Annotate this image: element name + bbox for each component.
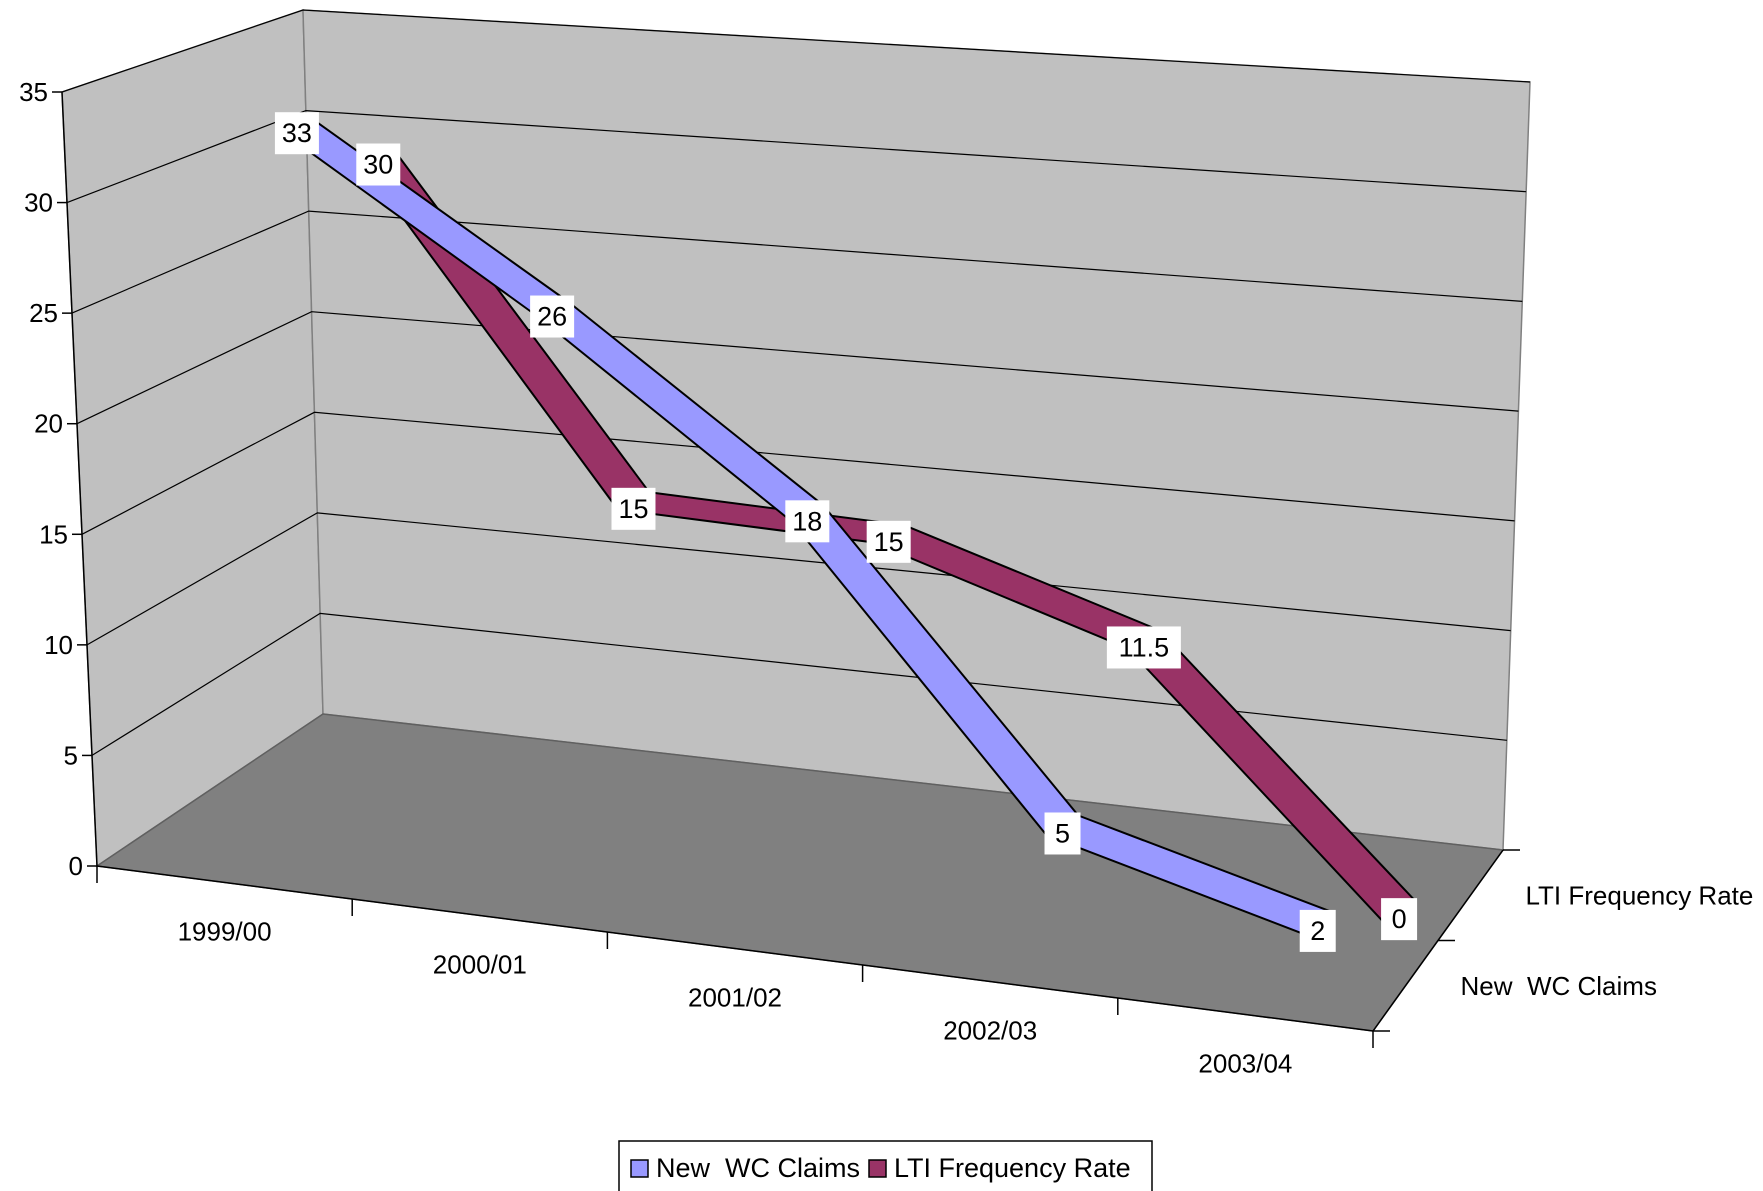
data-label-text: 18 — [792, 506, 822, 536]
chart-walls — [61, 8, 1531, 1032]
data-label: 30 — [356, 143, 401, 186]
data-label-box — [1381, 898, 1418, 941]
y-tick-label: 25 — [29, 298, 58, 328]
data-label: 5 — [1044, 812, 1081, 855]
depth-axis-label: New WC Claims — [1461, 971, 1657, 1001]
data-label-text: 15 — [618, 494, 648, 524]
gridline — [71, 210, 1523, 314]
chart-data-labels: 33 26 18 5 2 30 15 15 11.5 0 — [274, 112, 1418, 952]
back-wall — [302, 9, 1531, 851]
gridline — [76, 311, 1519, 425]
legend-box — [618, 1140, 1153, 1191]
legend-label-new-wc-claims: New WC Claims — [656, 1153, 860, 1183]
chart-gridlines — [61, 9, 1531, 756]
legend-label-lti-frequency-rate: LTI Frequency Rate — [894, 1153, 1131, 1183]
series-new-wc-claims — [280, 118, 1335, 935]
gridline — [91, 612, 1507, 756]
x-tick-label: 2000/01 — [433, 950, 527, 980]
data-label-box — [1044, 812, 1081, 855]
data-label-box — [530, 295, 575, 338]
x-tick-label: 2001/02 — [688, 983, 782, 1013]
data-label: 2 — [1299, 909, 1336, 952]
y-tick-label: 5 — [64, 740, 78, 770]
data-label: 15 — [866, 520, 911, 563]
x-tick-label: 1999/00 — [178, 917, 272, 947]
x-tick-label: 2002/03 — [943, 1016, 1037, 1046]
data-label-text: 11.5 — [1119, 632, 1170, 662]
y-tick-label: 35 — [19, 77, 48, 107]
x-axis-line — [96, 865, 1374, 1032]
chart-axes: 051015202530351999/002000/012001/022002/… — [19, 77, 1753, 1079]
data-label-box — [866, 520, 911, 563]
data-label-text: 26 — [537, 302, 567, 332]
data-label-box — [356, 143, 401, 186]
y-tick-label: 0 — [69, 851, 83, 881]
data-label: 33 — [274, 112, 319, 155]
gridline — [66, 109, 1527, 204]
data-label: 0 — [1381, 898, 1418, 941]
data-label-text: 5 — [1055, 818, 1070, 848]
data-label: 18 — [785, 500, 830, 543]
legend-swatch-lti-frequency-rate — [868, 1159, 887, 1178]
y-tick-label: 15 — [39, 519, 68, 549]
gridline — [61, 9, 1531, 93]
data-label-text: 15 — [874, 527, 904, 557]
data-label-box — [785, 500, 830, 543]
legend: New WC Claims LTI Frequency Rate — [618, 1140, 1153, 1191]
data-label-box — [274, 112, 319, 155]
legend-swatch-new-wc-claims — [630, 1159, 649, 1178]
y-axis-line — [61, 91, 98, 867]
y-tick-label: 10 — [44, 630, 73, 660]
data-label-box — [611, 487, 656, 530]
chart-series — [280, 118, 1416, 935]
data-label-text: 33 — [282, 118, 312, 148]
depth-axis-label: LTI Frequency Rate — [1526, 880, 1754, 910]
data-label: 26 — [530, 295, 575, 338]
x-tick-label: 2003/04 — [1198, 1049, 1292, 1079]
data-label: 11.5 — [1106, 626, 1181, 669]
data-label: 15 — [611, 487, 656, 530]
data-label-text: 2 — [1310, 916, 1325, 946]
data-label-text: 0 — [1392, 904, 1407, 934]
data-label-text: 30 — [363, 150, 393, 180]
data-label-box — [1299, 909, 1336, 952]
data-label-box — [1106, 626, 1181, 669]
y-tick-label: 30 — [24, 188, 53, 218]
gridline — [86, 512, 1511, 646]
gridline — [81, 411, 1515, 535]
y-tick-label: 20 — [34, 409, 63, 439]
